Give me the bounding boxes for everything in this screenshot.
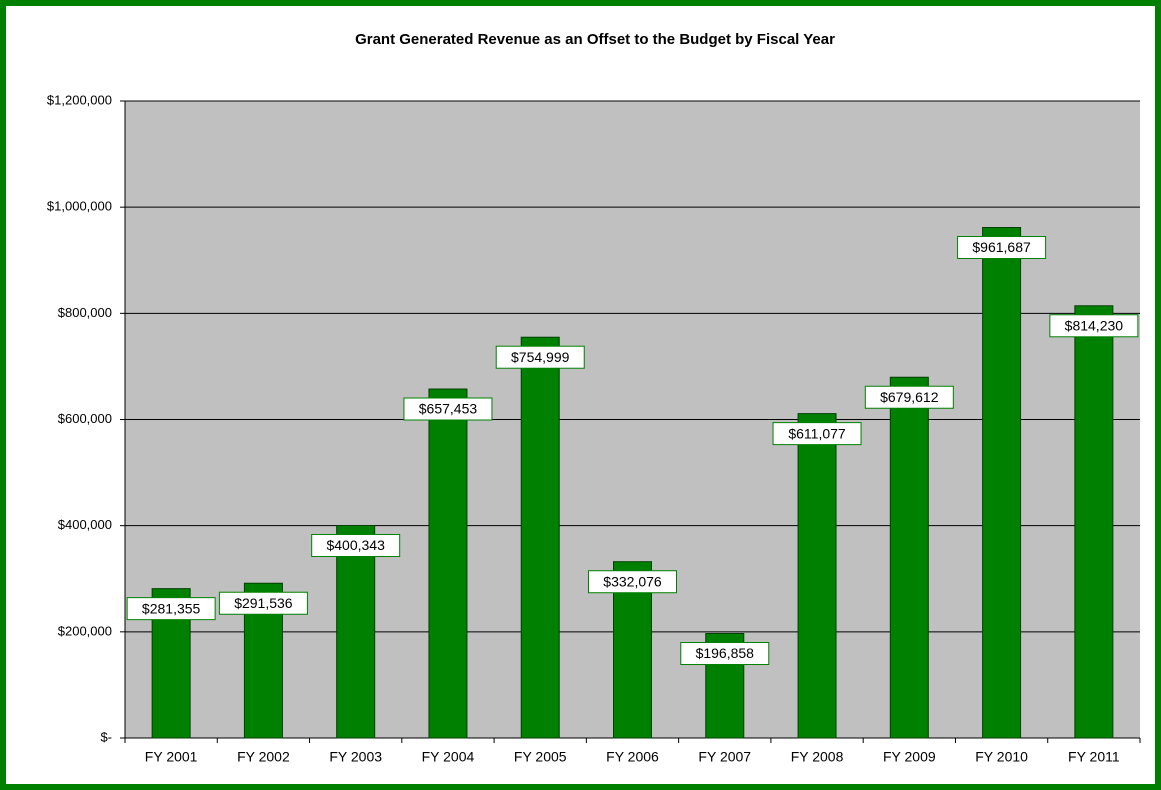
bar [428, 388, 468, 739]
data-label-box [864, 385, 954, 409]
x-tick-label: FY 2006 [606, 749, 659, 765]
data-label: $754,999 [511, 349, 570, 365]
x-tick-label: FY 2007 [698, 749, 751, 765]
x-tick-label: FY 2002 [237, 749, 290, 765]
data-label: $611,077 [788, 425, 846, 441]
bar [797, 413, 837, 739]
y-tick-label: $- [100, 729, 112, 744]
bar [982, 227, 1022, 739]
data-label: $657,453 [419, 401, 478, 417]
y-tick-label: $1,200,000 [47, 92, 112, 107]
x-tick-label: FY 2001 [145, 749, 198, 765]
data-label: $332,076 [603, 573, 662, 589]
data-label: $814,230 [1065, 317, 1124, 333]
data-label: $196,858 [696, 645, 755, 661]
data-label-box [680, 642, 770, 666]
data-label-box [126, 597, 216, 621]
data-label: $679,612 [880, 389, 939, 405]
bar [889, 376, 929, 739]
y-tick-label: $200,000 [58, 623, 112, 638]
data-label-box [495, 345, 585, 369]
data-label-box [957, 236, 1047, 260]
data-label-box [588, 570, 677, 594]
data-label-box [311, 533, 401, 557]
x-tick-label: FY 2003 [329, 749, 382, 765]
y-tick-label: $600,000 [58, 411, 112, 426]
data-label: $281,355 [142, 600, 201, 616]
data-label: $961,687 [972, 239, 1031, 255]
data-label-box [403, 397, 493, 421]
x-tick-label: FY 2005 [514, 749, 567, 765]
data-label-box [772, 422, 862, 446]
x-tick-label: FY 2008 [791, 749, 844, 765]
x-tick-label: FY 2004 [422, 749, 475, 765]
chart-title: Grant Generated Revenue as an Offset to … [355, 31, 835, 48]
x-tick-label: FY 2009 [883, 749, 936, 765]
y-tick-label: $800,000 [58, 305, 112, 320]
data-label: $291,536 [234, 595, 293, 611]
x-tick-label: FY 2010 [975, 749, 1028, 765]
data-label-box [218, 591, 308, 615]
bar [1074, 305, 1114, 739]
bar [336, 524, 376, 739]
bar [520, 336, 560, 739]
data-label-box [1049, 314, 1139, 338]
y-tick-label: $400,000 [58, 517, 112, 532]
x-tick-label: FY 2011 [1068, 749, 1120, 765]
data-label: $400,343 [326, 537, 385, 553]
y-tick-label: $1,000,000 [47, 199, 112, 214]
